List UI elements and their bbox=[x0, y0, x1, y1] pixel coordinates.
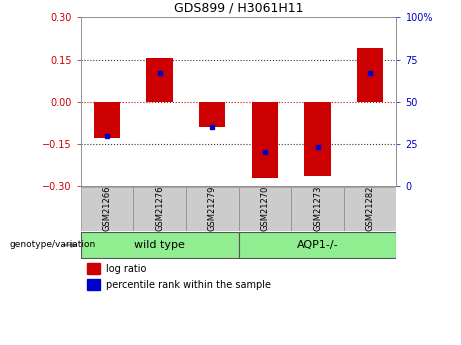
Bar bbox=[357, 48, 383, 102]
Bar bbox=[147, 58, 173, 102]
FancyBboxPatch shape bbox=[81, 187, 133, 231]
Bar bbox=[304, 102, 331, 176]
FancyBboxPatch shape bbox=[344, 187, 396, 231]
Bar bbox=[87, 279, 100, 290]
Bar bbox=[87, 263, 100, 274]
Bar bbox=[199, 102, 225, 127]
FancyBboxPatch shape bbox=[239, 232, 396, 258]
FancyBboxPatch shape bbox=[239, 187, 291, 231]
Text: GSM21270: GSM21270 bbox=[260, 185, 269, 230]
Title: GDS899 / H3061H11: GDS899 / H3061H11 bbox=[174, 2, 303, 15]
Text: GSM21276: GSM21276 bbox=[155, 185, 164, 230]
Bar bbox=[94, 102, 120, 138]
Text: percentile rank within the sample: percentile rank within the sample bbox=[106, 280, 271, 290]
Bar bbox=[252, 102, 278, 178]
Text: GSM21266: GSM21266 bbox=[102, 185, 112, 230]
Text: log ratio: log ratio bbox=[106, 264, 146, 274]
Text: AQP1-/-: AQP1-/- bbox=[297, 240, 338, 250]
Text: wild type: wild type bbox=[134, 240, 185, 250]
Text: genotype/variation: genotype/variation bbox=[9, 240, 95, 249]
FancyBboxPatch shape bbox=[81, 232, 238, 258]
FancyBboxPatch shape bbox=[133, 187, 186, 231]
FancyBboxPatch shape bbox=[186, 187, 238, 231]
Text: GSM21279: GSM21279 bbox=[208, 185, 217, 230]
Text: GSM21273: GSM21273 bbox=[313, 185, 322, 230]
Text: GSM21282: GSM21282 bbox=[366, 185, 375, 230]
FancyBboxPatch shape bbox=[291, 187, 344, 231]
